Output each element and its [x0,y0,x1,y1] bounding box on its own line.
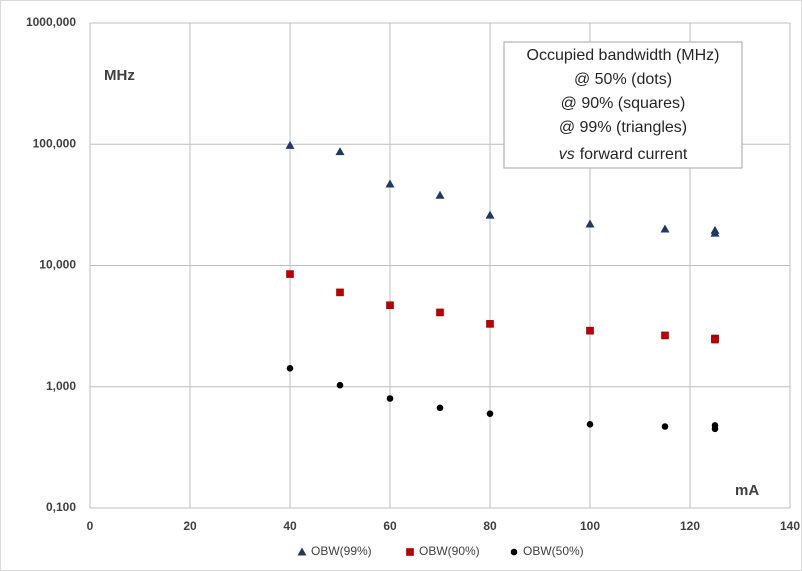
legend-label: OBW(90%) [419,544,480,558]
dot-marker [286,364,294,372]
y-tick-label: 100,000 [33,136,77,150]
x-tick-label: 100 [580,519,600,533]
annotation-box [503,41,743,169]
y-tick-label: 1000,000 [26,15,76,29]
x-tick-label: 40 [283,519,297,533]
annotation-line: vs forward current [559,146,688,163]
dot-marker [486,410,494,417]
annotation-line: Occupied bandwidth (MHz) [527,47,720,64]
triangle-marker [435,190,445,199]
dot-marker [336,381,344,389]
triangle-marker [335,147,345,156]
square-marker [386,301,394,310]
square-marker [286,270,294,278]
annotation-line: @ 90% (squares) [561,95,686,112]
square-marker [661,331,669,340]
square-marker [586,326,594,335]
x-tick-label: 20 [183,519,197,533]
triangle-marker [660,224,670,233]
x-axis-label: mA [735,482,759,499]
y-axis-label: MHz [104,67,135,84]
annotation-text: forward current [580,146,688,163]
dot-marker [510,548,518,556]
annotation-line: @ 99% (triangles) [559,119,687,136]
annotation-italic: vs [559,146,575,163]
triangle-marker [710,228,720,237]
x-tick-label: 60 [383,519,397,533]
dot-marker [711,425,719,433]
x-tick-label: 0 [87,519,94,533]
x-tick-label: 80 [483,519,497,533]
x-tick-label: 120 [680,519,700,533]
square-marker [711,335,719,344]
annotation-line: @ 50% (dots) [574,71,672,88]
dot-marker [436,404,444,412]
y-tick-label: 10,000 [39,258,76,272]
legend-label: OBW(50%) [523,544,584,558]
triangle-marker [385,179,395,188]
triangle-marker [585,219,595,228]
triangle-marker [485,210,495,219]
x-tick-label: 140 [780,519,800,533]
square-marker [406,548,414,556]
legend-label: OBW(99%) [311,544,372,558]
square-marker [436,308,444,317]
triangle-marker [285,140,295,149]
square-marker [336,288,344,297]
dot-marker [386,395,394,402]
square-marker [486,320,494,328]
triangle-marker [297,547,307,556]
y-tick-label: 0,100 [46,500,76,514]
dot-marker [586,421,594,428]
y-tick-label: 1,000 [46,379,76,393]
dot-marker [661,423,669,430]
